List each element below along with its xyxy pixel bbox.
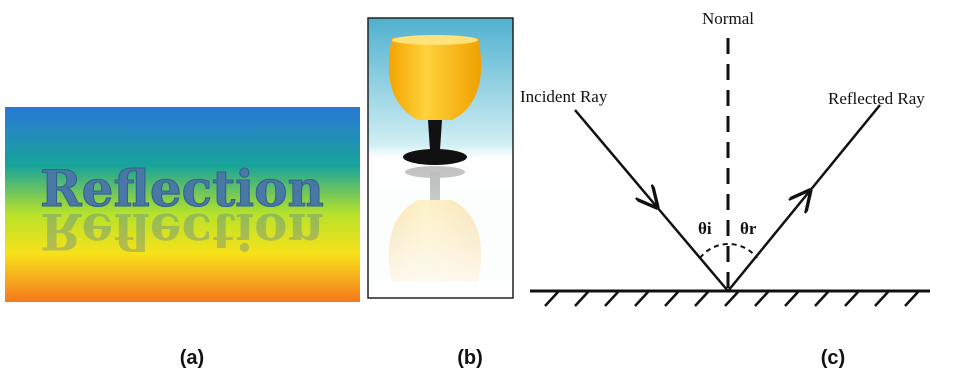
reflected-label: Reflected Ray [828, 89, 925, 108]
incident-ray [575, 110, 728, 291]
normal-label: Normal [702, 9, 754, 28]
reflected-ray [728, 105, 880, 291]
panel-a: Reflection Reflection [5, 107, 360, 302]
panel-label: (a) [180, 347, 204, 369]
mirrored-word: Reflection [40, 202, 324, 261]
panel-c: Normal Incident Ray Reflected Ray θi θr [520, 9, 930, 306]
glass-stem [428, 120, 442, 150]
panel-label: (b) [457, 347, 483, 369]
angle-i-label: θi [698, 219, 712, 238]
panel-b [368, 18, 513, 298]
surface-hatching [545, 292, 918, 306]
juice-surface [392, 35, 478, 45]
panel-label: (c) [821, 347, 845, 369]
glass-bowl [389, 38, 481, 120]
angle-r-label: θr [740, 219, 757, 238]
incident-label: Incident Ray [520, 87, 608, 106]
glass-base [403, 149, 467, 165]
figure: Reflection Reflection Normal Incident Ra… [0, 0, 962, 376]
